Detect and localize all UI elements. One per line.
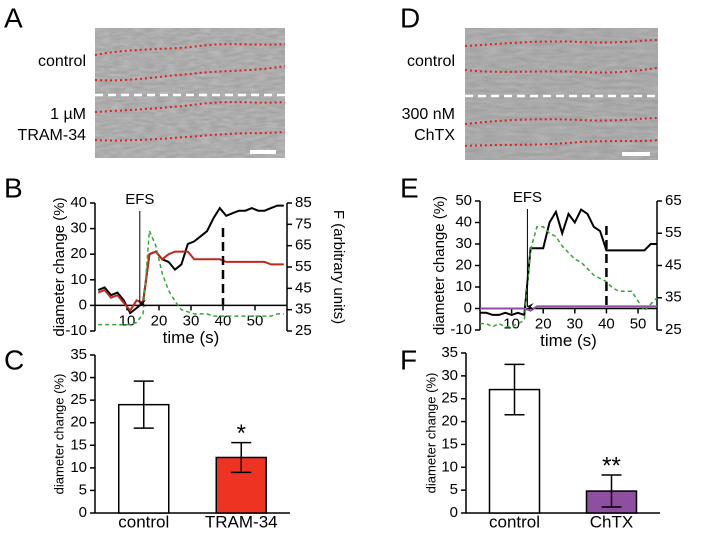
data-line bbox=[480, 226, 658, 328]
x-tick-label: 20 bbox=[151, 312, 168, 329]
y2-tick-label: 45 bbox=[665, 256, 682, 273]
x-tick-label: 50 bbox=[247, 312, 264, 329]
y-tick-label: 50 bbox=[455, 192, 472, 209]
data-line bbox=[98, 230, 284, 326]
y-tick-label: 15 bbox=[70, 436, 87, 453]
y-tick-label: 35 bbox=[70, 346, 87, 363]
y2-tick-label: 75 bbox=[295, 215, 312, 232]
y2-tick-label: 35 bbox=[665, 289, 682, 306]
y-tick-label: 10 bbox=[455, 278, 472, 295]
data-line bbox=[480, 208, 657, 317]
x-tick-label: TRAM-34 bbox=[205, 512, 278, 531]
x-tick-label: 40 bbox=[598, 315, 615, 332]
panel-letter: A bbox=[4, 2, 23, 33]
image-label: 1 µM bbox=[50, 106, 86, 123]
significance: * bbox=[237, 420, 246, 447]
y-tick-label: -10 bbox=[450, 321, 472, 338]
x-axis-label: time (s) bbox=[540, 331, 597, 350]
annotation: EFS bbox=[125, 191, 154, 208]
panel-letter: B bbox=[4, 172, 23, 203]
y-tick-label: 25 bbox=[70, 391, 87, 408]
x-tick-label: 10 bbox=[503, 315, 520, 332]
panel-letter: D bbox=[400, 2, 420, 33]
image-label: ChTX bbox=[414, 127, 455, 144]
y-tick-label: 30 bbox=[70, 220, 87, 237]
y-tick-label: 35 bbox=[441, 344, 458, 361]
y2-tick-label: 65 bbox=[665, 192, 682, 209]
micrograph bbox=[464, 28, 659, 160]
y-axis-label: diameter change (%) bbox=[51, 374, 66, 495]
data-line bbox=[97, 250, 284, 313]
x-tick-label: control bbox=[118, 512, 169, 531]
y-tick-label: 10 bbox=[70, 459, 87, 476]
y-axis-label: diameter change (%) bbox=[51, 197, 68, 336]
x-tick-label: 10 bbox=[119, 312, 136, 329]
y2-tick-label: 85 bbox=[295, 194, 312, 211]
y-tick-label: -10 bbox=[65, 322, 87, 339]
y-tick-label: 40 bbox=[70, 194, 87, 211]
y2-axis-label: F (arbitrary units) bbox=[330, 210, 347, 324]
y-tick-label: 20 bbox=[70, 245, 87, 262]
panel-letter: C bbox=[4, 344, 24, 375]
y-tick-label: 25 bbox=[441, 390, 458, 407]
y-tick-label: 0 bbox=[79, 296, 87, 313]
image-label: control bbox=[407, 53, 455, 70]
y-tick-label: 5 bbox=[79, 481, 87, 498]
y-axis-label: diameter change (%) bbox=[423, 373, 438, 494]
y-tick-label: 30 bbox=[70, 369, 87, 386]
annotation: EFS bbox=[513, 189, 542, 206]
y-tick-label: 30 bbox=[441, 367, 458, 384]
image-label: 300 nM bbox=[402, 106, 455, 123]
y-tick-label: 0 bbox=[79, 504, 87, 521]
y-tick-label: 30 bbox=[455, 235, 472, 252]
data-line bbox=[480, 305, 657, 312]
data-line bbox=[97, 204, 284, 315]
y2-tick-label: 65 bbox=[295, 237, 312, 254]
micrograph bbox=[94, 28, 286, 158]
y2-tick-label: 35 bbox=[295, 301, 312, 318]
x-tick-label: ChTX bbox=[590, 512, 633, 531]
x-axis-label: time (s) bbox=[163, 328, 220, 347]
x-tick-label: 20 bbox=[535, 315, 552, 332]
image-label: control bbox=[38, 53, 86, 70]
image-label: TRAM-34 bbox=[18, 127, 87, 144]
y-tick-label: 15 bbox=[441, 435, 458, 452]
significance: ** bbox=[602, 452, 621, 479]
x-tick-label: control bbox=[489, 512, 540, 531]
y2-tick-label: 25 bbox=[295, 322, 312, 339]
y-tick-label: 5 bbox=[450, 481, 458, 498]
x-tick-label: 40 bbox=[215, 312, 232, 329]
y-tick-label: 10 bbox=[70, 271, 87, 288]
y-tick-label: 20 bbox=[455, 256, 472, 273]
panel-letter: E bbox=[400, 172, 419, 203]
x-tick-label: 50 bbox=[630, 315, 647, 332]
y-tick-label: 10 bbox=[441, 458, 458, 475]
x-tick-label: 30 bbox=[183, 312, 200, 329]
panel-letter: F bbox=[400, 344, 417, 375]
y2-tick-label: 55 bbox=[665, 224, 682, 241]
y-tick-label: 0 bbox=[464, 299, 472, 316]
y2-tick-label: 25 bbox=[665, 321, 682, 338]
y2-tick-label: 55 bbox=[295, 258, 312, 275]
y-tick-label: 20 bbox=[441, 413, 458, 430]
y-tick-label: 0 bbox=[450, 504, 458, 521]
x-tick-label: 30 bbox=[566, 315, 583, 332]
y2-tick-label: 45 bbox=[295, 279, 312, 296]
y-tick-label: 40 bbox=[455, 213, 472, 230]
y-axis-label: diameter change (%) bbox=[431, 196, 448, 335]
y-tick-label: 20 bbox=[70, 414, 87, 431]
